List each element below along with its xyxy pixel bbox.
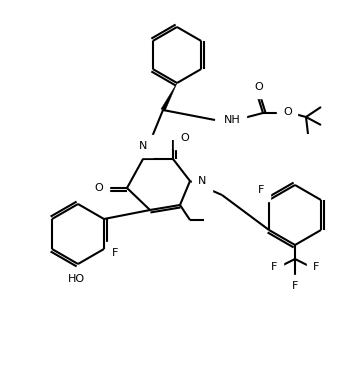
Text: F: F (313, 262, 319, 272)
Text: HO: HO (68, 274, 85, 284)
Text: O: O (283, 107, 292, 117)
Text: O: O (180, 133, 189, 143)
Text: NH: NH (224, 115, 241, 125)
Text: N: N (139, 141, 147, 151)
Text: F: F (292, 281, 298, 291)
Text: F: F (270, 262, 277, 272)
Text: O: O (95, 183, 103, 193)
Text: N: N (198, 176, 206, 186)
Text: F: F (258, 185, 264, 195)
Text: F: F (112, 248, 118, 258)
Text: O: O (255, 82, 263, 92)
Polygon shape (161, 83, 177, 111)
